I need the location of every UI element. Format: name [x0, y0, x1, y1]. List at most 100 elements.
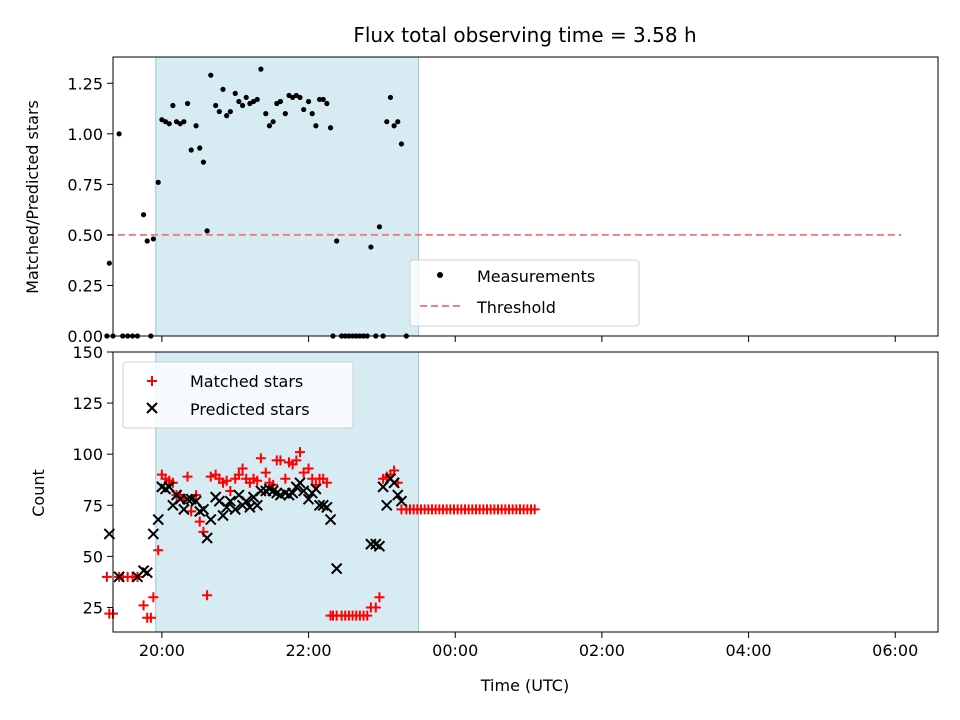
series-predicted-stars: [103, 473, 408, 583]
data-point: [197, 145, 203, 151]
data-point: [266, 123, 273, 129]
data-point: [391, 123, 397, 129]
matched-point: [148, 592, 159, 603]
predicted-point: [229, 503, 241, 516]
y-tick-label: 0.00: [67, 327, 103, 346]
legend-predicted-marker: [146, 402, 158, 414]
x-tick-label: 04:00: [726, 641, 772, 660]
data-point: [277, 98, 284, 105]
data-point: [155, 179, 161, 185]
predicted-point: [255, 485, 267, 497]
x-tick-label: 06:00: [872, 641, 918, 660]
data-point: [324, 100, 330, 107]
data-point: [305, 98, 312, 105]
data-point: [263, 111, 269, 117]
y-tick-label: 0.50: [67, 226, 103, 245]
top-shaded-span: [155, 56, 420, 337]
data-point: [254, 96, 260, 103]
bottom-legend-box: [122, 361, 354, 429]
data-point: [166, 121, 172, 127]
series-measurements: [104, 66, 409, 339]
matched-point: [194, 516, 205, 527]
predicted-point: [197, 503, 210, 516]
matched-point: [145, 612, 156, 623]
matched-point: [321, 477, 332, 488]
bottom-legend: Matched stars Predicted stars: [122, 361, 354, 429]
top-y-axis: 0.00 0.25 0.50 0.75 1.00 1.25: [67, 74, 113, 346]
matched-point: [370, 602, 381, 613]
data-point: [188, 147, 194, 153]
data-point: [144, 238, 150, 244]
data-point: [258, 66, 264, 72]
data-point: [320, 96, 326, 103]
matched-point: [362, 610, 373, 621]
matched-point: [374, 592, 385, 603]
data-point: [297, 94, 303, 101]
x-tick-label: 22:00: [286, 641, 332, 660]
y-tick-label: 150: [72, 343, 103, 362]
data-point: [200, 159, 207, 165]
matched-point: [205, 471, 216, 482]
top-x-axis-ticks: [161, 336, 896, 342]
data-point: [204, 228, 210, 234]
predicted-point: [224, 495, 237, 507]
legend-matched-label: Matched stars: [190, 372, 303, 391]
data-point: [220, 86, 226, 92]
data-point: [387, 94, 394, 101]
top-legend: Measurements Threshold: [409, 259, 640, 327]
data-point: [232, 90, 238, 96]
legend-matched-marker: [147, 376, 157, 386]
matched-point: [255, 453, 266, 464]
bottom-x-label: Time (UTC): [480, 676, 569, 695]
matched-point: [280, 473, 291, 484]
predicted-point: [297, 485, 310, 497]
data-point: [208, 72, 214, 78]
bottom-y-label: Count: [29, 469, 48, 517]
matched-point: [101, 571, 112, 582]
predicted-point: [152, 513, 164, 526]
matched-point: [529, 504, 540, 515]
y-tick-label: 100: [72, 445, 103, 464]
matched-point: [202, 590, 213, 601]
top-legend-box: [409, 259, 640, 327]
predicted-point: [220, 501, 233, 514]
data-point: [106, 260, 112, 266]
data-point: [316, 96, 323, 103]
predicted-point: [217, 509, 229, 522]
predicted-point: [205, 513, 217, 526]
predicted-point: [178, 503, 190, 516]
x-tick-label: 02:00: [579, 641, 625, 660]
data-point: [104, 333, 110, 339]
y-tick-label: 0.25: [67, 276, 103, 295]
bottom-panel: 25 50 75 100 125 150 20:00 22:00 00:00 02:00 04:0…: [29, 343, 939, 695]
data-point: [398, 141, 405, 147]
predicted-point: [201, 532, 213, 544]
matched-point: [186, 506, 197, 517]
predicted-point: [294, 477, 306, 489]
predicted-point: [251, 499, 263, 511]
predicted-point: [113, 571, 125, 583]
data-point: [313, 123, 319, 129]
data-point: [239, 102, 246, 109]
predicted-point: [321, 501, 333, 514]
top-plot-frame: [112, 56, 939, 337]
y-tick-label: 125: [72, 394, 103, 413]
matched-point: [237, 463, 248, 474]
predicted-point: [330, 562, 343, 575]
data-point: [150, 236, 156, 242]
data-point: [170, 102, 176, 109]
predicted-point: [365, 538, 377, 550]
data-point: [243, 94, 249, 101]
bottom-plot-frame: [112, 351, 939, 633]
data-point: [334, 238, 340, 244]
y-tick-label: 75: [83, 496, 103, 515]
data-point: [282, 111, 288, 117]
data-point: [213, 102, 219, 109]
top-panel: 0.00 0.25 0.50 0.75 1.00 1.25 Flux total obse…: [23, 23, 939, 346]
y-tick-label: 0.75: [67, 175, 103, 194]
y-tick-label: 50: [83, 547, 103, 566]
matched-point: [138, 600, 149, 611]
legend-predicted-label: Predicted stars: [190, 400, 310, 419]
matched-point: [252, 475, 263, 486]
